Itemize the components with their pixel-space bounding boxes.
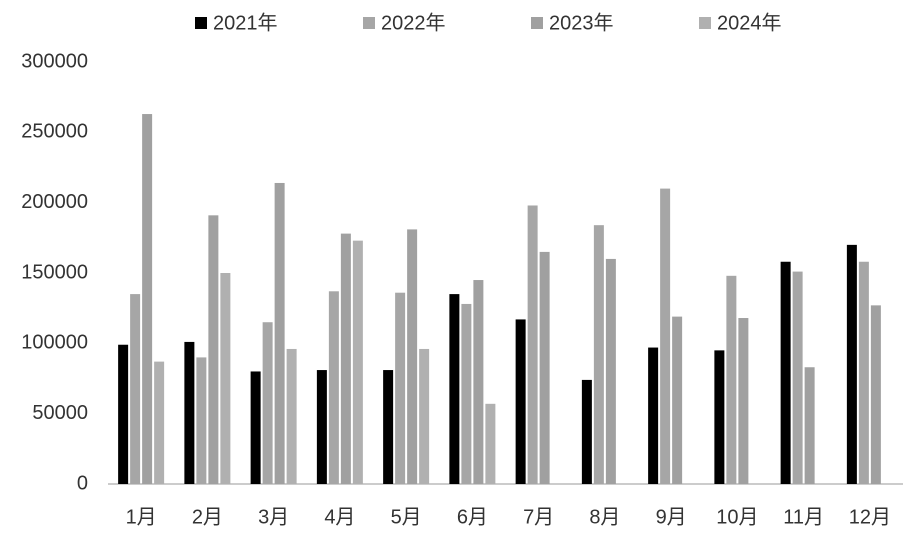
x-tick-label: 3月 [258,506,289,528]
x-tick-label: 6月 [457,506,488,528]
x-tick-label: 9月 [656,506,687,528]
bar [870,305,881,484]
bar [419,348,430,484]
legend-label: 2021年 [213,11,278,34]
bar [461,303,472,484]
y-tick-label: 50000 [32,402,88,424]
y-tick-label: 100000 [21,332,88,354]
bar [395,292,406,484]
legend-swatch [363,17,375,29]
bar [527,205,538,485]
x-tick-label: 10月 [716,506,758,528]
bar [738,318,749,484]
bar [250,371,261,484]
bar [130,294,141,484]
x-tick-label: 8月 [589,506,620,528]
x-tick-label: 7月 [523,506,554,528]
x-tick-label: 12月 [849,506,891,528]
x-tick-label: 5月 [391,506,422,528]
bar [449,294,460,484]
bar [220,273,231,484]
bar [714,350,725,484]
bar [581,379,592,484]
bar [118,344,129,484]
bar [316,370,327,484]
bar [142,114,153,485]
bar [485,403,496,484]
x-tick-label: 1月 [126,506,157,528]
legend-label: 2023年 [549,11,614,34]
bar [605,258,616,484]
legend-swatch [195,17,207,29]
bar [328,291,339,484]
bar [593,225,604,484]
bar [208,215,219,484]
bar [407,229,418,484]
bar [660,188,671,484]
bar [196,357,207,484]
bar [383,370,394,484]
bar [262,322,273,484]
bar [648,347,659,484]
bar [780,261,791,484]
bar [154,361,165,484]
bar [473,280,484,484]
legend-swatch [699,17,711,29]
y-tick-label: 300000 [21,50,88,72]
legend-label: 2024年 [717,11,782,34]
bar [672,316,683,484]
y-tick-label: 250000 [21,121,88,143]
bar [340,233,351,484]
bar [804,367,815,484]
bar [352,240,363,484]
bar [515,319,526,484]
bar [539,251,550,484]
bar [184,341,195,484]
bar [286,348,297,484]
bar [274,182,285,484]
bar [726,275,737,484]
bar [858,261,869,484]
legend-label: 2022年 [381,11,446,34]
y-tick-label: 0 [77,472,88,494]
x-tick-label: 2月 [192,506,223,528]
x-tick-label: 11月 [783,506,824,528]
legend-swatch [531,17,543,29]
y-tick-label: 150000 [21,261,88,283]
x-tick-label: 4月 [324,506,355,528]
bar [792,271,803,484]
bar [846,244,857,484]
y-tick-label: 200000 [21,191,88,213]
